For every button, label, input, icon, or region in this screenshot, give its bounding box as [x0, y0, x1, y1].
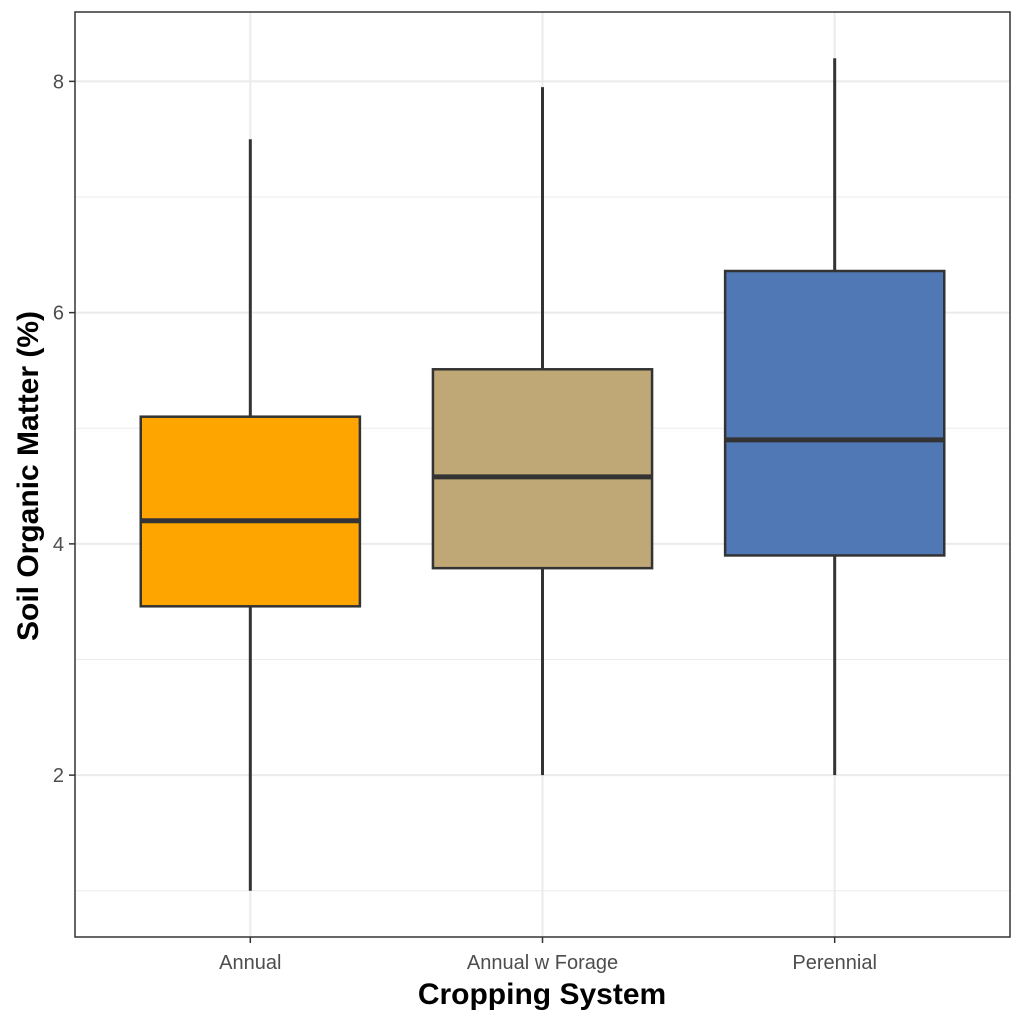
- y-axis-title: Soil Organic Matter (%): [12, 311, 45, 641]
- x-tick-label: Annual w Forage: [467, 952, 618, 974]
- y-axis: 2 4 6 8: [53, 71, 75, 787]
- x-tick-label: Annual: [219, 952, 281, 974]
- x-axis: Annual Annual w Forage Perennial: [219, 937, 877, 974]
- y-tick-label: 8: [53, 71, 64, 93]
- box-annual-w-forage: [431, 368, 654, 570]
- x-tick-label: Perennial: [792, 952, 877, 974]
- y-tick-label: 4: [53, 534, 64, 556]
- box-group: [139, 58, 946, 891]
- y-tick-label: 6: [53, 303, 64, 325]
- y-tick-label: 2: [53, 765, 64, 787]
- box-perennial: [723, 269, 946, 557]
- x-axis-title: Cropping System: [418, 978, 666, 1011]
- box-annual: [139, 415, 362, 608]
